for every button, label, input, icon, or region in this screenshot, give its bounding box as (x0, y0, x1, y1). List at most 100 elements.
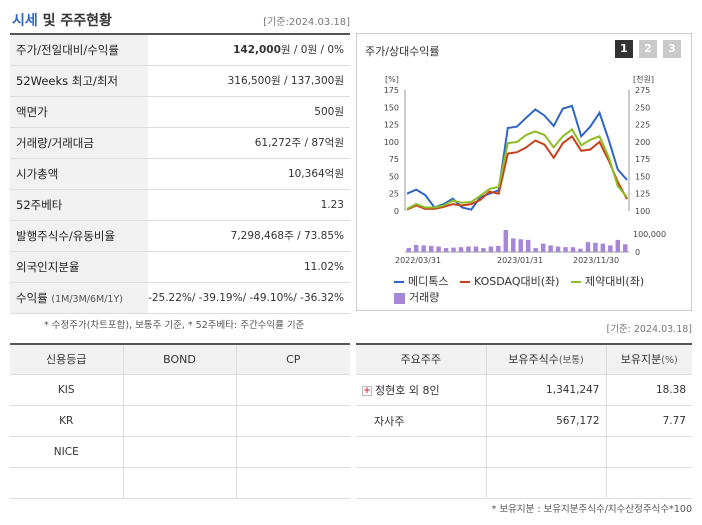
legend-item-kosdaq[interactable]: KOSDAQ대비(좌) (459, 274, 559, 290)
right-tick-label: 100 (635, 207, 650, 216)
credit-cell (123, 467, 237, 499)
chart-legend: 메디톡스 KOSDAQ대비(좌) 제약대비(좌) 거래량 (394, 273, 684, 307)
credit-rating-table: 신용등급 BOND CP KIS KR NICE (10, 343, 350, 499)
holder-shares (486, 467, 607, 499)
price-row-label: 시가총액 (10, 159, 148, 189)
credit-cell: NICE (10, 436, 124, 468)
credit-row: NICE (10, 436, 350, 468)
volume-bar (481, 248, 486, 252)
volume-bar (511, 238, 516, 252)
volume-bar (458, 247, 464, 252)
price-row: 52Weeks 최고/최저 316,500원 / 137,300원 (10, 66, 350, 97)
series-line-1 (406, 134, 628, 211)
price-row-value: 316,500원 / 137,300원 (227, 75, 344, 87)
volume-bar (615, 239, 621, 252)
holder-shares: 567,172 (486, 405, 607, 437)
price-footnote: * 수정주가(차트포함), 보통주 기준, * 52주베타: 주간수익률 기준 (44, 320, 305, 331)
price-row-label: 52Weeks 최고/최저 (10, 66, 148, 96)
right-tick-label: 225 (635, 121, 650, 130)
legend-item-volume[interactable]: 거래량 (394, 290, 439, 306)
volume-bar (488, 246, 494, 252)
price-row: 발행주식수/유동비율 7,298,468주 / 73.85% (10, 221, 350, 252)
left-tick-label: 175 (384, 86, 399, 95)
left-tick-label: 0 (394, 207, 399, 216)
volume-bar (421, 245, 426, 252)
holder-row (356, 436, 692, 468)
chart-tab-2[interactable]: 2 (639, 40, 657, 58)
base-date: [기준:2024.03.18] (263, 17, 350, 28)
left-tick-label: 100 (384, 138, 399, 147)
holder-name (356, 467, 487, 499)
volume-bar (593, 242, 598, 252)
volume-bar (428, 245, 434, 252)
volume-bar (570, 247, 576, 252)
chart-tab-1[interactable]: 1 (615, 40, 633, 58)
holder-pct (606, 436, 692, 468)
left-tick-label: 150 (384, 103, 399, 112)
price-row: 외국인지분율 11.02% (10, 252, 350, 283)
price-row-label: 수익률 (1M/3M/6M/1Y) (10, 283, 148, 313)
credit-cell (236, 405, 350, 437)
holder-row: 자사주 567,172 7.77 (356, 405, 692, 437)
legend-item-pharma[interactable]: 제약대비(좌) (570, 274, 644, 290)
price-row-label: 거래량/거래대금 (10, 128, 148, 158)
credit-cell (236, 467, 350, 499)
section-header: 시세 및 주주현황 [기준:2024.03.18] (10, 6, 350, 30)
chart-base-date: [기준: 2024.03.18] (606, 324, 692, 335)
expand-plus-icon[interactable]: + (362, 385, 372, 396)
price-table: 주가/전일대비/수익률 142,000원 / 0원 / 0% 52Weeks 최고/… (10, 33, 350, 314)
volume-bar (563, 247, 568, 252)
right-tick-label: 175 (635, 155, 650, 164)
chart-title: 주가/상대수익률 (365, 45, 440, 58)
x-tick-label: 2023/01/31 (497, 256, 543, 265)
price-row-label: 액면가 (10, 97, 148, 127)
credit-cell: KIS (10, 374, 124, 406)
volume-bar (525, 239, 531, 252)
volume-bar (540, 243, 546, 252)
price-row-value: -25.22%/ -39.19%/ -49.10%/ -36.32% (148, 292, 344, 304)
left-tick-label: 25 (389, 190, 399, 199)
price-row-value: 500원 (314, 106, 344, 118)
holder-row (356, 467, 692, 499)
volume-bar (578, 248, 583, 252)
price-row-value: 1.23 (320, 199, 344, 211)
price-row-value: 61,272주 / 87억원 (254, 137, 344, 149)
holder-pct (606, 467, 692, 499)
legend-line-icon (459, 281, 470, 283)
legend-line-icon (394, 281, 404, 283)
volume-bar (548, 245, 553, 252)
chart-panel: 주가/상대수익률 1 2 3 [%] [천원] 175 275 150 250 125 225… (356, 33, 692, 311)
legend-line-icon (570, 281, 581, 283)
left-tick-label: 125 (384, 121, 399, 130)
section-title: 시세 및 주주현황 (12, 13, 112, 29)
volume-bar (503, 230, 509, 252)
holder-header-pct: 보유지분(%) (606, 344, 692, 375)
price-row-label: 발행주식수/유동비율 (10, 221, 148, 251)
credit-cell (236, 374, 350, 406)
legend-bar-icon (394, 292, 405, 304)
x-tick-label: 2022/03/31 (395, 256, 441, 265)
x-tick-label: 2023/11/30 (573, 256, 619, 265)
volume-bar (451, 247, 456, 252)
price-row-label: 52주베타 (10, 190, 148, 220)
legend-item-meditox[interactable]: 메디톡스 (394, 274, 448, 290)
volume-bar (406, 248, 411, 252)
volume-tick-label: 100,000 (633, 230, 666, 239)
right-tick-label: 250 (635, 103, 650, 112)
price-row-value: 10,364억원 (287, 168, 344, 180)
series-line-2 (406, 127, 628, 210)
price-row-value: 142,000원 / 0원 / 0% (233, 44, 344, 56)
right-tick-label: 125 (635, 190, 650, 199)
price-row: 수익률 (1M/3M/6M/1Y) -25.22%/ -39.19%/ -49.1… (10, 283, 350, 314)
chart-tab-3[interactable]: 3 (663, 40, 681, 58)
volume-bar (608, 245, 613, 252)
holder-name: + 정현호 외 8인 (356, 374, 487, 406)
credit-row: KR (10, 405, 350, 437)
volume-bar (585, 242, 591, 252)
price-row: 시가총액 10,364억원 (10, 159, 350, 190)
price-row-label: 주가/전일대비/수익률 (10, 35, 148, 65)
credit-cell (123, 374, 237, 406)
series-line-0 (406, 104, 628, 211)
volume-bar (443, 248, 449, 252)
